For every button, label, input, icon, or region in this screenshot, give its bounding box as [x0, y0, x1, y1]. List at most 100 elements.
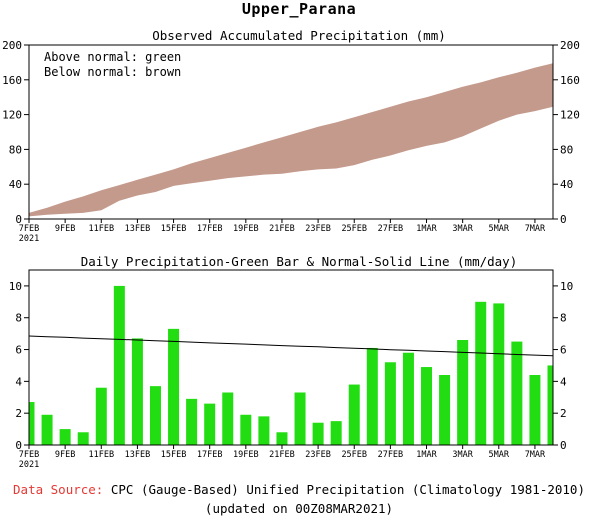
- chart2-ytick-label-left: 6: [15, 344, 22, 357]
- chart1-xtick-label: 9FEB: [55, 224, 75, 234]
- daily-precip-bar: [384, 362, 396, 445]
- chart2-ytick-label-right: 0: [560, 439, 567, 452]
- chart2-ytick-label-right: 8: [560, 312, 567, 325]
- daily-precip-bar: [475, 301, 487, 445]
- daily-precip-bar: [330, 421, 342, 445]
- charts-canvas: Observed Accumulated Precipitation (mm) 0…: [2, 28, 580, 470]
- data-source-text: CPC (Gauge-Based) Unified Precipitation …: [103, 482, 585, 497]
- chart1-ytick-label-left: 40: [9, 178, 22, 191]
- below-normal-area: [29, 63, 553, 217]
- chart1-ytick-label-right: 120: [560, 109, 580, 122]
- daily-precip-bar: [348, 384, 360, 445]
- chart1-ytick-label-left: 0: [15, 213, 22, 226]
- chart2-xtick-label: 11FEB: [88, 450, 114, 460]
- chart2-xtick-label: 7FEB 2021: [19, 450, 39, 470]
- chart2-xtick-label: 1MAR: [416, 450, 437, 460]
- chart1-xtick-label: 11FEB: [88, 224, 114, 234]
- chart2-xtick-label: 3MAR: [452, 450, 473, 460]
- chart2-xtick-label: 13FEB: [125, 450, 151, 460]
- chart1-ytick-label-left: 80: [9, 143, 22, 156]
- daily-precip-bar: [186, 398, 198, 445]
- chart1-xtick-label: 13FEB: [125, 224, 151, 234]
- chart1-ytick-label-left: 200: [2, 39, 22, 52]
- daily-precip-bar: [149, 386, 161, 445]
- chart1-xtick-label: 19FEB: [233, 224, 259, 234]
- page-title: Upper_Parana: [241, 0, 357, 18]
- daily-precip-bar: [421, 367, 433, 445]
- chart2-ytick-label-left: 8: [15, 312, 22, 325]
- legend-note: Below normal: brown: [44, 65, 181, 79]
- daily-precip-bar: [493, 303, 505, 445]
- chart1-ytick-label-right: 0: [560, 213, 567, 226]
- chart2-xtick-label: 9FEB: [55, 450, 75, 460]
- chart1-xtick-label: 7MAR: [525, 224, 546, 234]
- daily-precip-bar: [402, 352, 414, 445]
- chart1-ytick-label-left: 120: [2, 109, 22, 122]
- chart2-title: Daily Precipitation-Green Bar & Normal-S…: [81, 254, 518, 269]
- chart2-xtick-label: 25FEB: [341, 450, 367, 460]
- chart2-xtick-label: 15FEB: [161, 450, 187, 460]
- daily-precip-bar: [41, 414, 53, 445]
- chart2-xtick-label: 19FEB: [233, 450, 259, 460]
- daily-precip-bar: [95, 387, 107, 445]
- daily-precip-bar: [59, 429, 71, 445]
- chart2-xtick-label: 5MAR: [489, 450, 510, 460]
- daily-precip-bar: [511, 341, 523, 445]
- chart1-xtick-label: 3MAR: [452, 224, 473, 234]
- daily-precip-bar: [168, 328, 180, 445]
- chart1-ytick-label-right: 160: [560, 74, 580, 87]
- chart2-xtick-label: 21FEB: [269, 450, 295, 460]
- daily-precip-bar: [276, 432, 288, 445]
- chart1-xtick-label: 21FEB: [269, 224, 295, 234]
- daily-precip-bar: [547, 365, 553, 445]
- daily-precip-bar: [240, 414, 252, 445]
- daily-precip-bar: [312, 422, 324, 445]
- chart1-ytick-label-left: 160: [2, 74, 22, 87]
- chart2-xtick-label: 23FEB: [305, 450, 331, 460]
- updated-line: (updated on 00Z08MAR2021): [204, 501, 394, 516]
- daily-precip-bar: [366, 347, 378, 445]
- daily-precip-bar: [294, 392, 306, 445]
- daily-precip-bar: [439, 375, 451, 445]
- chart2-ytick-label-right: 2: [560, 407, 567, 420]
- chart2-ytick-label-right: 10: [560, 280, 573, 293]
- chart1-xtick-label: 1MAR: [416, 224, 437, 234]
- chart2-ytick-label-left: 2: [15, 407, 22, 420]
- chart2-ytick-label-left: 0: [15, 439, 22, 452]
- chart1-ytick-label-right: 200: [560, 39, 580, 52]
- daily-precip-bar: [529, 375, 541, 445]
- chart1-frame: [28, 44, 554, 220]
- chart1-xtick-label: 15FEB: [161, 224, 187, 234]
- chart2-xtick-label: 27FEB: [378, 450, 404, 460]
- chart2-xtick-label: 7MAR: [525, 450, 546, 460]
- chart1-xtick-label: 25FEB: [341, 224, 367, 234]
- daily-precip-bar: [258, 416, 270, 445]
- chart1-title: Observed Accumulated Precipitation (mm): [152, 28, 446, 43]
- chart2-xtick-label: 17FEB: [197, 450, 223, 460]
- chart1-xtick-label: 7FEB 2021: [19, 224, 39, 244]
- chart2-ytick-label-left: 4: [15, 375, 22, 388]
- daily-precip-bar: [77, 432, 89, 445]
- chart2-frame: [28, 269, 554, 446]
- chart2-ytick-label-right: 4: [560, 375, 567, 388]
- daily-precip-bar: [113, 285, 125, 445]
- accumulated-precip-chart: Observed Accumulated Precipitation (mm) 0…: [2, 28, 580, 244]
- chart2-ytick-label-left: 10: [9, 280, 22, 293]
- chart1-xtick-label: 17FEB: [197, 224, 223, 234]
- legend-note: Above normal: green: [44, 50, 181, 64]
- chart1-xtick-label: 5MAR: [489, 224, 510, 234]
- daily-precip-chart: Daily Precipitation-Green Bar & Normal-S…: [9, 254, 574, 470]
- daily-precip-bar: [131, 338, 143, 445]
- chart1-ytick-label-right: 40: [560, 178, 573, 191]
- chart1-ytick-label-right: 80: [560, 143, 573, 156]
- daily-precip-bar: [204, 403, 216, 445]
- data-source-label: Data Source:: [13, 482, 104, 497]
- normal-precip-line: [28, 335, 554, 357]
- daily-precip-bar: [457, 340, 469, 445]
- daily-precip-bar: [222, 392, 234, 445]
- daily-precip-bar: [29, 402, 35, 445]
- data-source-line: Data Source: CPC (Gauge-Based) Unified P…: [0, 482, 598, 497]
- chart2-ytick-label-right: 6: [560, 344, 567, 357]
- chart1-xtick-label: 27FEB: [378, 224, 404, 234]
- chart1-xtick-label: 23FEB: [305, 224, 331, 234]
